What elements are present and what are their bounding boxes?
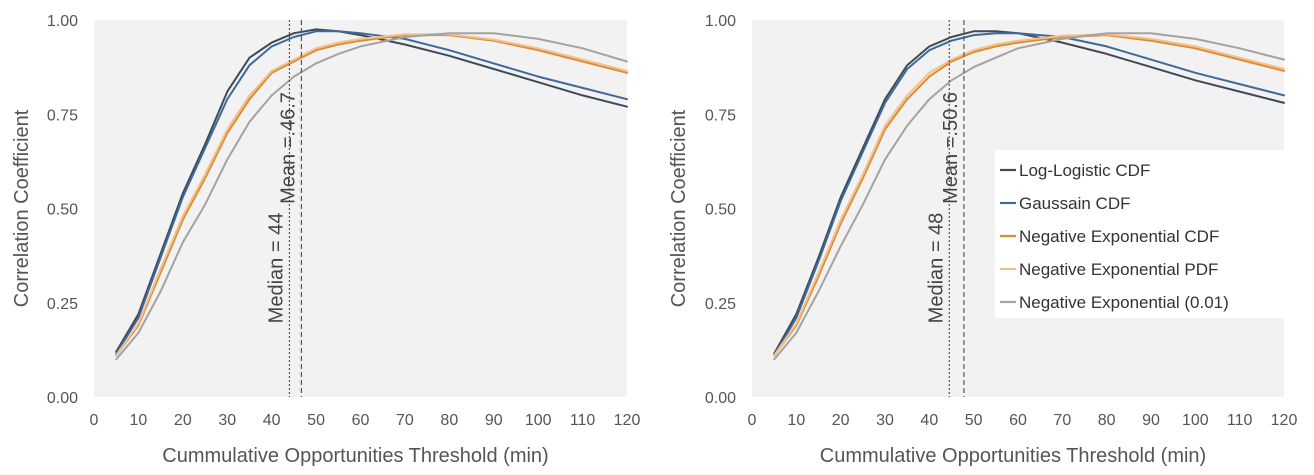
series-line-1 <box>773 30 1285 355</box>
y-axis-label: Correlation Coefficient <box>11 109 33 307</box>
y-tick-label: 0.75 <box>47 107 78 124</box>
x-tick-label: 40 <box>920 412 938 429</box>
x-axis-label: Cummulative Opportunities Threshold (min… <box>162 445 548 467</box>
x-axis-label: Cummulative Opportunities Threshold (min… <box>820 445 1206 467</box>
legend-box <box>995 150 1284 318</box>
series-line-5 <box>773 32 1285 361</box>
x-tick-label: 80 <box>440 412 458 429</box>
x-tick-label: 120 <box>1271 412 1298 429</box>
ref-line-label: Median = 44 <box>265 213 287 324</box>
x-tick-label: 100 <box>1182 412 1209 429</box>
legend-entry: Negative Exponential PDF <box>1019 260 1218 279</box>
series-line-2 <box>773 32 1285 357</box>
x-tick-label: 90 <box>485 412 503 429</box>
y-tick-label: 0.00 <box>705 390 736 407</box>
legend-entry: Negative Exponential (0.01) <box>1019 293 1229 312</box>
x-tick-label: 30 <box>218 412 236 429</box>
x-tick-label: 10 <box>787 412 805 429</box>
chart-2: 0.00 0.25 0.50 0.75 1.00 0 10 20 30 40 50 60 70 80 90 1… <box>668 13 1297 467</box>
y-tick-label: 0.25 <box>705 296 736 313</box>
x-tick-label: 20 <box>832 412 850 429</box>
y-axis-label: Correlation Coefficient <box>668 109 690 307</box>
legend: Log-Logistic CDF Gaussain CDF Negative Exp… <box>995 150 1284 318</box>
series-line-4 <box>115 33 628 357</box>
x-tick-label: 70 <box>1053 412 1071 429</box>
x-tick-label: 60 <box>352 412 370 429</box>
x-tick-label: 100 <box>525 412 552 429</box>
x-tick-label: 80 <box>1098 412 1116 429</box>
x-tick-label: 30 <box>876 412 894 429</box>
x-tick-label: 0 <box>748 412 757 429</box>
series-line-4 <box>773 33 1285 357</box>
y-tick-label: 0.50 <box>705 202 736 219</box>
x-tick-label: 60 <box>1009 412 1027 429</box>
plot-area <box>94 20 627 397</box>
x-tick-label: 110 <box>1227 412 1253 429</box>
legend-entry: Gaussain CDF <box>1019 194 1130 213</box>
y-tick-label: 0.00 <box>47 390 78 407</box>
series-line-3 <box>773 34 1285 357</box>
y-tick-label: 0.50 <box>47 202 78 219</box>
x-tick-label: 50 <box>965 412 983 429</box>
x-tick-label: 70 <box>396 412 414 429</box>
series-line-5 <box>115 32 628 361</box>
y-tick-label: 0.75 <box>705 107 736 124</box>
x-tick-label: 10 <box>130 412 148 429</box>
x-tick-label: 120 <box>614 412 641 429</box>
x-tick-label: 20 <box>174 412 192 429</box>
y-tick-label: 1.00 <box>705 13 736 30</box>
chart-1: 0.00 0.25 0.50 0.75 1.00 0 10 20 30 40 50 60 70 80 90 1… <box>11 13 640 467</box>
ref-line-label: Mean =.46.7 <box>277 92 299 204</box>
y-tick-label: 0.25 <box>47 296 78 313</box>
series-line-3 <box>115 34 628 357</box>
y-tick-label: 1.00 <box>47 13 78 30</box>
series-line-2 <box>115 30 628 355</box>
x-tick-label: 40 <box>263 412 281 429</box>
series-line-1 <box>115 28 628 353</box>
legend-entry: Negative Exponential CDF <box>1019 227 1219 246</box>
ref-line-label: Mean =.50.6 <box>940 92 962 204</box>
x-tick-label: 110 <box>570 412 596 429</box>
x-tick-label: 50 <box>307 412 325 429</box>
legend-entry: Log-Logistic CDF <box>1019 161 1150 180</box>
ref-line-label: Median = 48 <box>925 213 947 324</box>
x-tick-label: 90 <box>1142 412 1160 429</box>
x-tick-label: 0 <box>90 412 99 429</box>
